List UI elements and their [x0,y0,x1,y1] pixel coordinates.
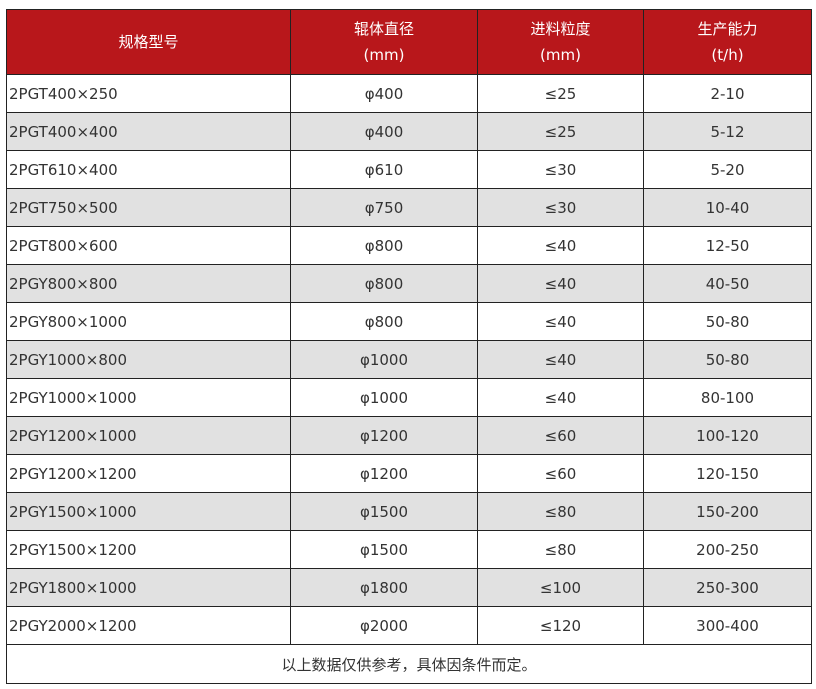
table-row: 2PGY1800×1000 φ1800 ≤100 250-300 [6,568,812,607]
table-row: 2PGT750×500 φ750 ≤30 10-40 [6,188,812,227]
cell-feed-size: ≤80 [477,530,644,569]
cell-model: 2PGT610×400 [6,150,291,189]
table-row: 2PGY800×800 φ800 ≤40 40-50 [6,264,812,303]
cell-capacity: 12-50 [643,226,812,265]
cell-diameter: φ400 [290,74,478,113]
table-row: 2PGY1000×1000 φ1000 ≤40 80-100 [6,378,812,417]
table-row: 2PGY1200×1000 φ1200 ≤60 100-120 [6,416,812,455]
cell-diameter: φ1500 [290,530,478,569]
cell-capacity: 100-120 [643,416,812,455]
cell-feed-size: ≤40 [477,378,644,417]
cell-model: 2PGY1500×1000 [6,492,291,531]
cell-feed-size: ≤25 [477,112,644,151]
cell-diameter: φ2000 [290,606,478,645]
cell-capacity: 5-12 [643,112,812,151]
cell-capacity: 40-50 [643,264,812,303]
table-row: 2PGT400×400 φ400 ≤25 5-12 [6,112,812,151]
cell-model: 2PGY1200×1200 [6,454,291,493]
cell-feed-size: ≤40 [477,302,644,341]
header-diameter: 辊体直径 (mm) [290,9,478,75]
cell-capacity: 200-250 [643,530,812,569]
cell-model: 2PGY800×800 [6,264,291,303]
cell-feed-size: ≤30 [477,188,644,227]
spec-table: 规格型号 辊体直径 (mm) 进料粒度 (mm) 生产能力 (t/h) 2PGT400… [6,9,812,684]
cell-capacity: 50-80 [643,340,812,379]
table-row: 2PGT800×600 φ800 ≤40 12-50 [6,226,812,265]
cell-capacity: 250-300 [643,568,812,607]
table-row: 2PGY1000×800 φ1000 ≤40 50-80 [6,340,812,379]
footer-note: 以上数据仅供参考，具体因条件而定。 [6,644,812,684]
table-row: 2PGY1500×1000 φ1500 ≤80 150-200 [6,492,812,531]
cell-model: 2PGT400×250 [6,74,291,113]
cell-model: 2PGT400×400 [6,112,291,151]
cell-model: 2PGY2000×1200 [6,606,291,645]
cell-diameter: φ1500 [290,492,478,531]
cell-model: 2PGY1000×800 [6,340,291,379]
cell-diameter: φ400 [290,112,478,151]
cell-capacity: 300-400 [643,606,812,645]
table-row: 2PGY800×1000 φ800 ≤40 50-80 [6,302,812,341]
table-row: 2PGY1200×1200 φ1200 ≤60 120-150 [6,454,812,493]
cell-feed-size: ≤30 [477,150,644,189]
cell-diameter: φ1000 [290,340,478,379]
cell-diameter: φ800 [290,302,478,341]
cell-capacity: 5-20 [643,150,812,189]
cell-feed-size: ≤40 [477,264,644,303]
table-row: 2PGT610×400 φ610 ≤30 5-20 [6,150,812,189]
cell-capacity: 2-10 [643,74,812,113]
cell-feed-size: ≤80 [477,492,644,531]
cell-model: 2PGY1200×1000 [6,416,291,455]
header-row: 规格型号 辊体直径 (mm) 进料粒度 (mm) 生产能力 (t/h) [6,9,812,75]
header-feed-size: 进料粒度 (mm) [477,9,644,75]
cell-capacity: 80-100 [643,378,812,417]
cell-capacity: 10-40 [643,188,812,227]
cell-diameter: φ1200 [290,416,478,455]
table-row: 2PGT400×250 φ400 ≤25 2-10 [6,74,812,113]
cell-diameter: φ1800 [290,568,478,607]
cell-feed-size: ≤25 [477,74,644,113]
cell-diameter: φ610 [290,150,478,189]
cell-model: 2PGY1800×1000 [6,568,291,607]
cell-model: 2PGT750×500 [6,188,291,227]
cell-model: 2PGY1500×1200 [6,530,291,569]
cell-diameter: φ800 [290,226,478,265]
cell-model: 2PGT800×600 [6,226,291,265]
header-capacity: 生产能力 (t/h) [643,9,812,75]
cell-feed-size: ≤60 [477,454,644,493]
cell-diameter: φ1000 [290,378,478,417]
cell-capacity: 150-200 [643,492,812,531]
cell-feed-size: ≤60 [477,416,644,455]
cell-feed-size: ≤40 [477,226,644,265]
table-row: 2PGY2000×1200 φ2000 ≤120 300-400 [6,606,812,645]
cell-capacity: 50-80 [643,302,812,341]
cell-model: 2PGY800×1000 [6,302,291,341]
cell-feed-size: ≤40 [477,340,644,379]
cell-diameter: φ1200 [290,454,478,493]
cell-model: 2PGY1000×1000 [6,378,291,417]
cell-feed-size: ≤100 [477,568,644,607]
cell-feed-size: ≤120 [477,606,644,645]
cell-diameter: φ800 [290,264,478,303]
header-model: 规格型号 [6,9,291,75]
table-row: 2PGY1500×1200 φ1500 ≤80 200-250 [6,530,812,569]
cell-capacity: 120-150 [643,454,812,493]
cell-diameter: φ750 [290,188,478,227]
